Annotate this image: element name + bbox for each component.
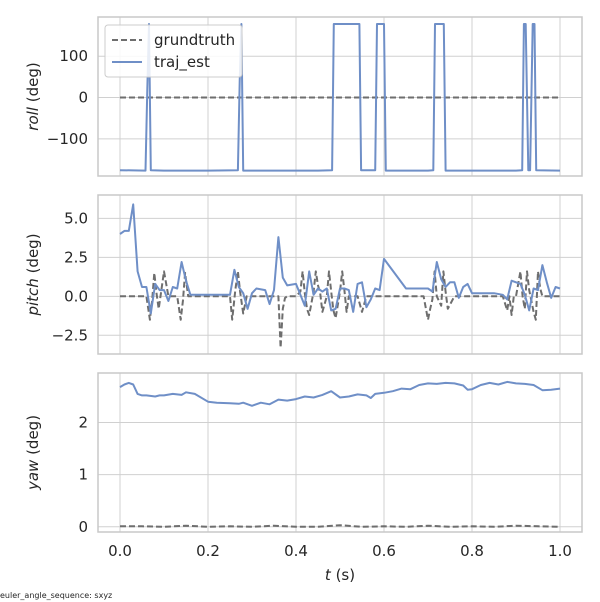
grundtruth-line [120, 270, 560, 349]
x-axis-label-var: t [325, 566, 332, 584]
y-tick-label: 2.5 [64, 248, 88, 266]
pitch-panel: 5.0 2.5 0.0 −2.5 pitch (deg) [24, 194, 583, 355]
y-axis-label: yaw (deg) [24, 415, 42, 491]
y-tick-label: 1 [78, 466, 88, 484]
y-axis-label-var: roll [24, 106, 42, 131]
y-tick-label: −2.5 [52, 326, 88, 344]
y-axis-label: pitch (deg) [24, 233, 42, 316]
y-tick-label: 2 [78, 414, 88, 432]
legend: grundtruth traj_est [104, 24, 243, 78]
x-axis-label-unit: (s) [331, 566, 355, 584]
y-tick-label: 0.0 [64, 287, 88, 305]
y-tick-label: 100 [59, 47, 88, 65]
plot-area [98, 373, 582, 532]
x-tick-label: 0.2 [196, 542, 220, 560]
y-axis-label: roll (deg) [24, 62, 42, 130]
y-axis-label-unit: (deg) [24, 415, 42, 460]
x-axis-label: t (s) [325, 566, 355, 584]
plot-frame [97, 16, 583, 177]
traj-est-line [119, 380, 561, 407]
y-tick-label: 0 [78, 89, 88, 107]
y-axis-label-var: yaw [24, 459, 42, 491]
traj-est-line [119, 203, 561, 315]
traj-est-line [119, 23, 561, 172]
footnote: euler_angle_sequence: sxyz [0, 591, 112, 600]
roll-panel: 100 0 −100 roll (deg) [24, 16, 583, 177]
grundtruth-line [120, 524, 561, 528]
x-tick-label: 1.0 [548, 542, 572, 560]
y-axis-label-unit: (deg) [24, 233, 42, 278]
plot-frame [97, 194, 583, 355]
legend-box [104, 24, 243, 78]
y-axis-label-var: pitch [24, 278, 42, 316]
plot-frame [97, 372, 583, 533]
legend-grundtruth-label: grundtruth [154, 31, 235, 49]
y-axis-label-unit: (deg) [24, 62, 42, 107]
y-tick-label: 0 [78, 518, 88, 536]
x-axis: 0.0 0.2 0.4 0.6 0.8 1.0 [108, 542, 572, 560]
x-tick-label: 0.4 [284, 542, 308, 560]
y-tick-label: −100 [47, 130, 88, 148]
y-tick-label: 5.0 [64, 209, 88, 227]
x-tick-label: 0.6 [372, 542, 396, 560]
yaw-panel: 2 1 0 yaw (deg) [24, 372, 583, 536]
legend-traj-est-label: traj_est [154, 53, 210, 72]
x-tick-label: 0.8 [460, 542, 484, 560]
x-tick-label: 0.0 [108, 542, 132, 560]
